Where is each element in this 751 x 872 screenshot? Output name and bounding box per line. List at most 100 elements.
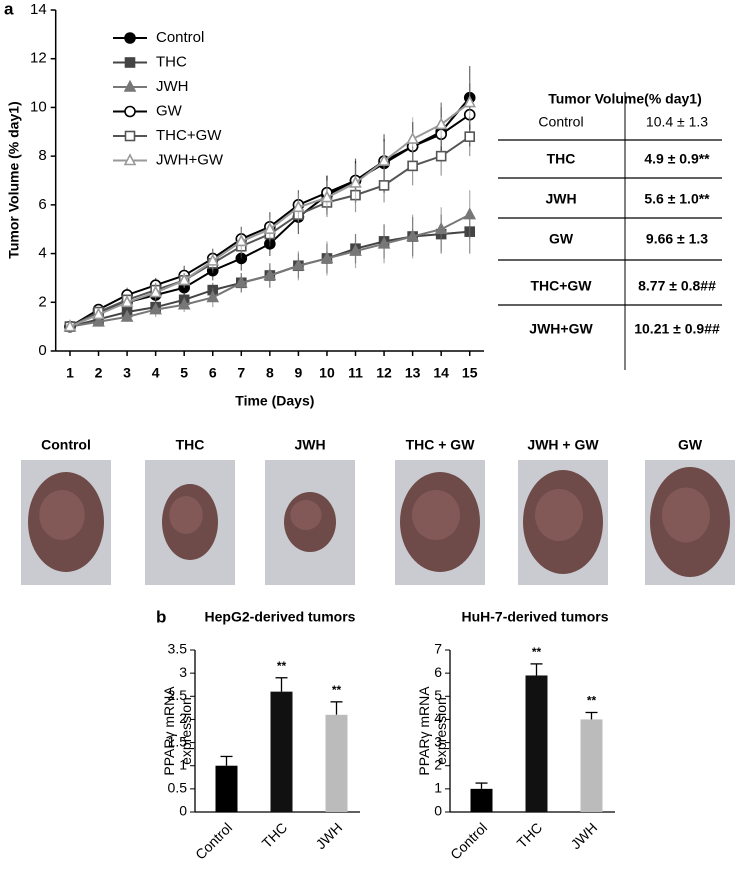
marker bbox=[120, 309, 134, 322]
legend-marker bbox=[124, 32, 136, 44]
x-tick-label: JWH bbox=[312, 819, 345, 852]
marker bbox=[463, 207, 477, 220]
table-cell: 4.9 ± 0.9** bbox=[644, 151, 710, 167]
x-tick-label: 2 bbox=[95, 365, 103, 381]
y-axis-label-line: expression bbox=[178, 697, 194, 765]
y-tick-label: 5 bbox=[434, 687, 442, 703]
significance: ** bbox=[587, 694, 597, 708]
x-tick-label: 10 bbox=[319, 365, 335, 381]
y-tick-label: 0.5 bbox=[168, 780, 188, 796]
marker bbox=[320, 190, 334, 203]
y-axis-label: PPARγ mRNAexpression bbox=[416, 686, 449, 776]
x-tick-label: 3 bbox=[123, 365, 131, 381]
photo-label: JWH bbox=[294, 437, 325, 453]
x-tick-label: 1 bbox=[66, 365, 74, 381]
y-tick-label: 14 bbox=[30, 1, 47, 18]
x-tick-label: 7 bbox=[237, 365, 245, 381]
table-cell: GW bbox=[549, 231, 574, 247]
legend-marker bbox=[124, 57, 136, 68]
bar bbox=[325, 714, 348, 812]
marker bbox=[463, 95, 477, 108]
chart-title: HuH-7-derived tumors bbox=[461, 609, 608, 625]
table-cell: JWH+GW bbox=[529, 321, 593, 337]
y-tick-label: 4 bbox=[38, 245, 46, 262]
x-tick-label: 8 bbox=[266, 365, 274, 381]
marker bbox=[349, 243, 362, 256]
legend-label: THC+GW bbox=[156, 127, 222, 144]
x-tick-label: 11 bbox=[348, 365, 363, 381]
marker bbox=[292, 200, 305, 213]
x-tick-label: 9 bbox=[295, 365, 303, 381]
marker bbox=[177, 273, 191, 286]
y-tick-label: 2.5 bbox=[168, 687, 188, 703]
y-tick-label: 10 bbox=[30, 98, 47, 115]
y-tick-label: 1 bbox=[434, 780, 442, 796]
marker bbox=[234, 275, 248, 288]
marker bbox=[263, 221, 277, 235]
y-axis-label: Tumor Volume (% day1) bbox=[6, 101, 22, 258]
marker bbox=[464, 131, 476, 142]
table-cell: 9.66 ± 1.3 bbox=[646, 231, 708, 247]
tumor-shade bbox=[290, 500, 322, 530]
x-tick-label: 6 bbox=[209, 365, 217, 381]
legend-label: JWH+GW bbox=[156, 151, 224, 168]
panel-label: b bbox=[156, 607, 166, 626]
photo-label: THC bbox=[176, 437, 205, 453]
legend-marker bbox=[123, 153, 137, 166]
marker bbox=[177, 297, 191, 310]
table-cell: THC+GW bbox=[530, 278, 592, 294]
chart-title: HepG2-derived tumors bbox=[205, 609, 356, 625]
x-tick-label: 13 bbox=[405, 365, 421, 381]
marker bbox=[149, 285, 162, 298]
significance: ** bbox=[332, 683, 342, 697]
y-tick-label: 3.5 bbox=[168, 641, 188, 657]
y-axis-label-line: PPARγ mRNA bbox=[161, 686, 177, 776]
significance: ** bbox=[277, 659, 287, 673]
bar bbox=[580, 719, 603, 812]
table-cell: 10.21 ± 0.9## bbox=[634, 321, 720, 337]
marker bbox=[349, 175, 362, 188]
y-axis-label-line: expression bbox=[433, 697, 449, 765]
x-axis-label: Time (Days) bbox=[235, 393, 314, 409]
y-tick-label: 3 bbox=[434, 733, 442, 749]
marker bbox=[120, 295, 134, 308]
marker bbox=[406, 229, 419, 242]
bar bbox=[215, 765, 238, 812]
x-tick-label: JWH bbox=[567, 819, 600, 852]
marker bbox=[434, 221, 448, 235]
legend-label: JWH bbox=[156, 78, 189, 95]
bar bbox=[525, 675, 548, 812]
y-tick-label: 4 bbox=[434, 710, 442, 726]
x-tick-label: 12 bbox=[376, 365, 392, 381]
y-tick-label: 2 bbox=[38, 293, 46, 310]
marker bbox=[263, 268, 277, 281]
legend-label: THC bbox=[156, 53, 187, 70]
x-tick-label: THC bbox=[514, 819, 546, 851]
y-tick-label: 2 bbox=[179, 710, 187, 726]
legend-marker bbox=[124, 105, 136, 118]
photo-label: THC + GW bbox=[406, 437, 476, 453]
photo-label: GW bbox=[678, 437, 703, 453]
bar bbox=[270, 691, 293, 812]
tumor-shade bbox=[412, 490, 460, 540]
marker bbox=[149, 302, 162, 315]
marker bbox=[292, 258, 305, 271]
y-tick-label: 0 bbox=[38, 342, 46, 359]
table-cell: 5.6 ± 1.0** bbox=[644, 191, 710, 207]
x-tick-label: 4 bbox=[152, 365, 160, 381]
legend-marker bbox=[123, 79, 137, 92]
marker bbox=[320, 251, 334, 264]
x-tick-label: Control bbox=[192, 819, 235, 862]
panel-label: a bbox=[4, 0, 14, 18]
legend-label: GW bbox=[156, 102, 183, 119]
tumor-shade bbox=[535, 489, 583, 541]
marker bbox=[234, 234, 248, 247]
table-cell: 10.4 ± 1.3 bbox=[646, 114, 708, 130]
marker bbox=[434, 117, 448, 130]
marker bbox=[92, 314, 105, 327]
y-tick-label: 6 bbox=[434, 664, 442, 680]
x-tick-label: 14 bbox=[433, 365, 449, 381]
x-tick-label: 5 bbox=[180, 365, 188, 381]
marker bbox=[63, 319, 77, 332]
